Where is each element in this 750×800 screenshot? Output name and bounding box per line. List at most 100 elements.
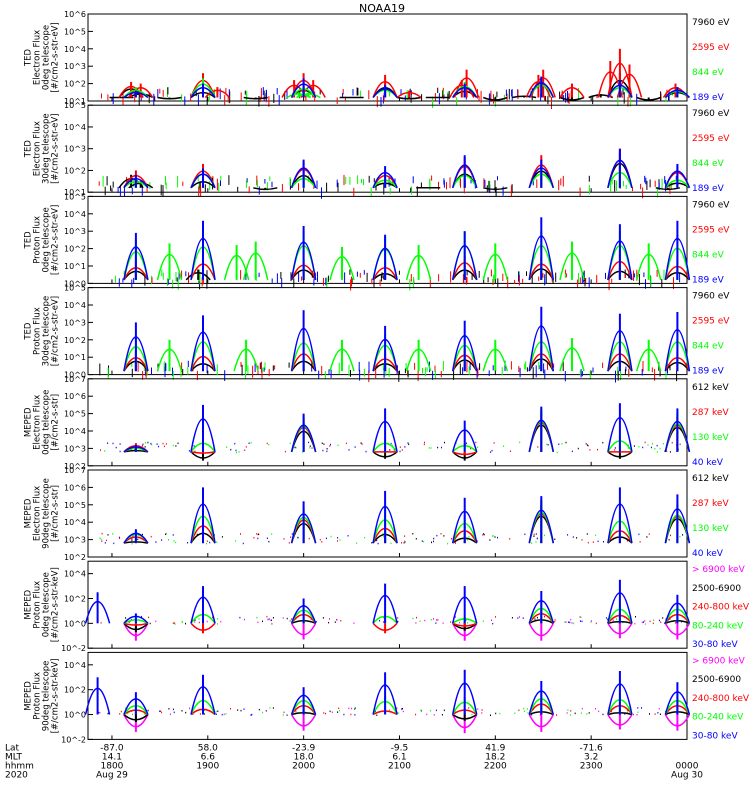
noise-mark (267, 618, 269, 621)
noise-mark (544, 274, 546, 286)
noise-mark (244, 449, 246, 451)
noise-mark (567, 709, 569, 711)
data-arc (607, 330, 633, 372)
x-tick-label: 6.6 (201, 752, 216, 762)
noise-mark (248, 186, 250, 194)
y-tick-label: 10^2 (64, 245, 86, 254)
noise-mark (412, 176, 414, 184)
noise-mark (624, 273, 626, 278)
noise-mark (581, 707, 583, 710)
noise-mark (269, 707, 271, 709)
y-axis-label-line: [#/cm2-s-str] (51, 485, 61, 542)
legend-entry: 7960 eV (692, 109, 730, 119)
noise-mark (638, 274, 640, 286)
y-axis-label-line: [#/cm2-s-str-eV] (51, 296, 61, 366)
noise-mark (409, 279, 411, 291)
noise-mark (173, 711, 175, 714)
noise-mark (137, 538, 139, 541)
noise-mark (417, 370, 419, 382)
data-arc (190, 451, 216, 454)
noise-mark (337, 711, 339, 713)
noise-mark (282, 714, 284, 716)
noise-mark (443, 94, 445, 99)
legend-entry: 7960 eV (692, 18, 730, 28)
noise-mark (187, 542, 189, 544)
noise-mark (663, 269, 665, 280)
noise-mark (172, 279, 174, 289)
data-arc (528, 235, 555, 281)
noise-mark (605, 272, 606, 279)
noise-mark (644, 623, 646, 625)
data-arc (128, 87, 154, 98)
noise-mark (164, 366, 166, 378)
noise-mark (99, 363, 101, 376)
noise-mark (178, 272, 180, 280)
noise-mark (397, 620, 399, 623)
noise-mark (465, 276, 467, 285)
series-287-kev (123, 410, 691, 456)
data-arc (123, 177, 149, 189)
noise-mark (137, 362, 139, 372)
noise-mark (565, 621, 567, 623)
noise-mark (102, 175, 104, 187)
legend-entry: 80-240 keV (692, 713, 744, 723)
noise-mark (359, 369, 361, 381)
noise-mark (297, 536, 298, 539)
noise-mark (660, 91, 662, 101)
noise-mark (637, 707, 639, 709)
noise-mark (131, 538, 133, 540)
noise-mark (261, 361, 262, 373)
noise-mark (253, 537, 255, 539)
noise-mark (624, 369, 626, 375)
noise-mark (438, 93, 440, 105)
y-tick-label: 10^2 (64, 166, 86, 175)
y-axis-label-line: TED (24, 231, 34, 250)
noise-mark (602, 362, 604, 369)
noise-mark (467, 622, 469, 624)
data-arc (451, 245, 478, 281)
noise-mark (401, 542, 403, 544)
noise-mark (322, 617, 324, 619)
noise-mark (371, 278, 373, 285)
noise-mark (327, 275, 329, 282)
data-arc (607, 451, 633, 458)
noise-mark (248, 442, 250, 444)
noise-mark (271, 533, 273, 535)
noise-mark (652, 443, 653, 445)
legend-entry: 40 keV (692, 458, 724, 468)
x-tick-label: 58.0 (198, 743, 218, 753)
data-arc (296, 93, 321, 99)
noise-mark (490, 269, 492, 277)
noise-mark (570, 618, 572, 621)
noise-mark (196, 370, 198, 381)
noise-floor (98, 174, 677, 199)
noise-mark (258, 186, 260, 195)
noise-mark (119, 713, 121, 715)
noise-mark (664, 622, 666, 624)
noise-mark (426, 713, 428, 716)
data-arc (559, 252, 585, 281)
noise-mark (662, 442, 664, 445)
noise-mark (639, 541, 641, 543)
noise-mark (269, 176, 271, 181)
data-arc (290, 605, 317, 624)
noise-mark (554, 621, 556, 623)
noise-mark (446, 182, 447, 190)
noise-mark (675, 175, 677, 180)
y-tick-label: 10^2 (64, 336, 86, 345)
data-arc (607, 714, 633, 726)
noise-mark (336, 179, 338, 188)
noise-mark (284, 450, 286, 453)
noise-mark (361, 443, 363, 445)
noise-mark (501, 367, 503, 376)
data-arc (452, 87, 478, 98)
series-30-80-kev (84, 669, 691, 715)
noise-mark (410, 274, 412, 282)
noise-mark (536, 179, 538, 188)
noise-mark (131, 361, 133, 367)
noise-mark (487, 277, 489, 283)
x-row-label: MLT (5, 752, 23, 762)
noise-mark (264, 179, 266, 184)
noise-mark (643, 621, 644, 623)
